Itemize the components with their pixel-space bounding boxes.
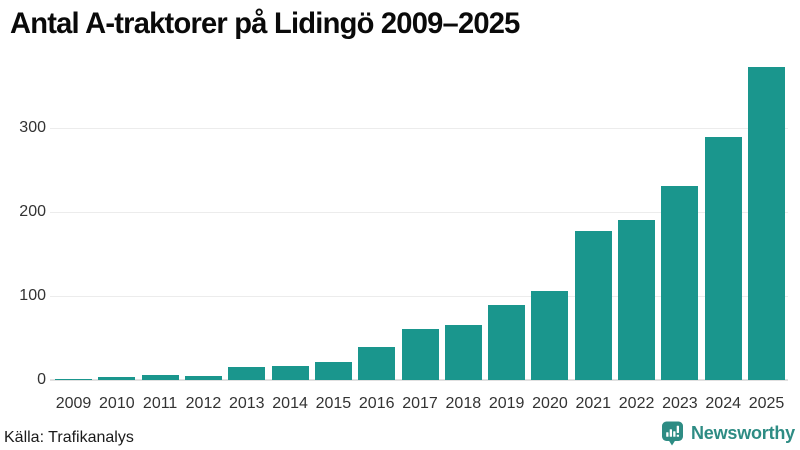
plot-area	[50, 60, 788, 381]
bar-2022	[618, 219, 656, 380]
gridline-0	[50, 379, 788, 381]
x-axis: 2009 2010 2011 2012 2013 2014 2015 2016 2017 2018…	[55, 395, 785, 413]
x-tick-label-2022: 2022	[618, 395, 655, 412]
y-axis: 0 100 200 300	[0, 0, 46, 450]
bar-2016	[358, 347, 396, 380]
x-tick-label-2017: 2017	[402, 395, 438, 412]
bar-2019	[488, 305, 526, 380]
x-tick-label-2018: 2018	[445, 395, 482, 412]
gridline-200	[50, 211, 788, 213]
bar-2014	[271, 365, 309, 380]
bar-2009	[55, 379, 92, 380]
bar-2012	[184, 375, 222, 380]
x-tick-label-2010: 2010	[99, 395, 135, 412]
bar-2011	[141, 374, 179, 380]
x-tick-label-2025: 2025	[748, 395, 785, 412]
bars-row	[55, 60, 785, 380]
bar-2025	[748, 66, 785, 380]
bar-2021	[574, 231, 612, 380]
x-tick-label-2020: 2020	[532, 395, 568, 412]
bar-2020	[531, 290, 569, 380]
source-note: Källa: Trafikanalys	[4, 429, 134, 446]
x-tick-label-2016: 2016	[358, 395, 395, 412]
x-tick-label-2011: 2011	[142, 395, 178, 412]
x-tick-label-2024: 2024	[705, 395, 741, 412]
bar-chart-speech-bubble-icon	[661, 421, 684, 446]
x-tick-label-2013: 2013	[228, 395, 265, 412]
x-tick-label-2014: 2014	[272, 395, 308, 412]
bar-2015	[314, 361, 352, 380]
x-tick-label-2012: 2012	[185, 395, 222, 412]
bar-2017	[401, 328, 439, 380]
gridline-300	[50, 127, 788, 129]
bar-2018	[444, 325, 482, 380]
bar-2023	[661, 185, 699, 380]
bar-2013	[228, 367, 266, 380]
bar-2024	[704, 137, 742, 380]
page-title: Antal A-traktorer på Lidingö 2009–2025	[10, 7, 520, 40]
y-tick-label-200: 200	[19, 203, 46, 220]
newsworthy-logo: Newsworthy	[661, 421, 795, 446]
y-tick-label-0: 0	[37, 371, 46, 388]
y-tick-label-300: 300	[19, 119, 46, 136]
x-tick-label-2023: 2023	[662, 395, 698, 412]
x-tick-label-2009: 2009	[55, 395, 92, 412]
y-tick-label-100: 100	[19, 287, 46, 304]
bar-2010	[98, 377, 136, 380]
x-tick-label-2015: 2015	[315, 395, 352, 412]
x-tick-label-2021: 2021	[575, 395, 612, 412]
newsworthy-logo-text: Newsworthy	[690, 423, 795, 443]
gridline-100	[50, 295, 788, 297]
x-tick-label-2019: 2019	[488, 395, 525, 412]
